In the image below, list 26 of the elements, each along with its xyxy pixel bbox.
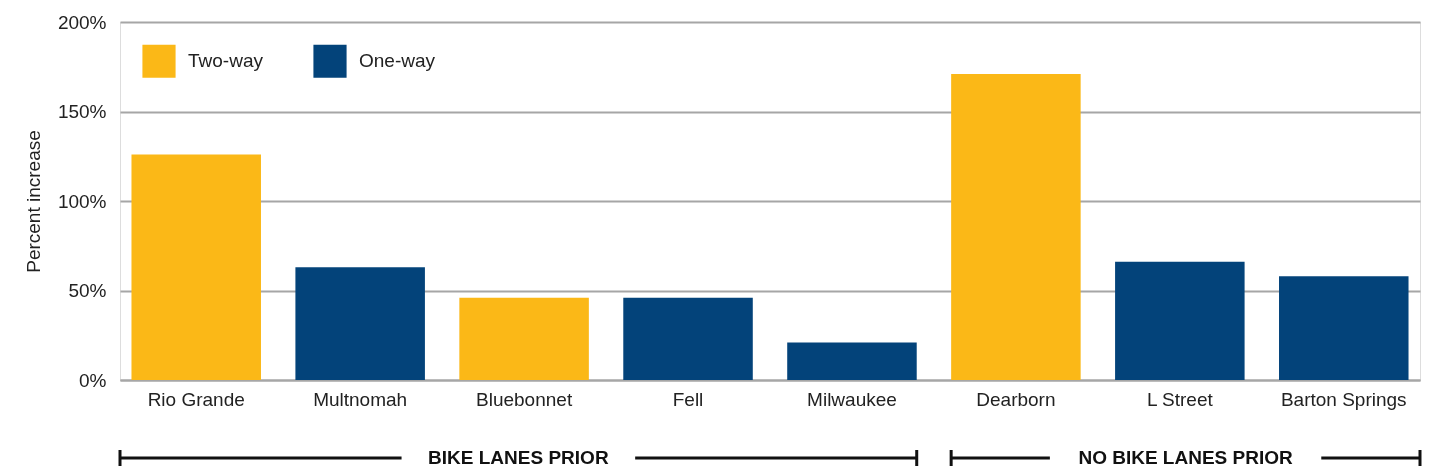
bar xyxy=(459,297,589,380)
x-tick-label: Barton Springs xyxy=(1280,388,1407,410)
x-tick-label: Multnomah xyxy=(313,388,408,410)
y-tick-label: 0% xyxy=(79,369,107,391)
text: NO BIKE LANES PRIOR xyxy=(1078,447,1293,468)
text: BIKE LANES PRIOR xyxy=(428,447,609,468)
y-axis-title: Percent increase xyxy=(22,130,44,273)
bar xyxy=(623,297,753,380)
bar xyxy=(131,154,261,380)
legend-label: Two-way xyxy=(188,50,264,72)
x-tick-label: Dearborn xyxy=(976,388,1056,410)
bar xyxy=(295,267,425,380)
y-tick-label: 50% xyxy=(68,280,107,301)
y-tick-label: 100% xyxy=(57,190,107,212)
x-tick-label: Fell xyxy=(672,388,704,410)
bar xyxy=(787,342,917,380)
x-tick-label: Bluebonnet xyxy=(476,388,573,410)
x-tick-label: L Street xyxy=(1146,388,1214,410)
x-tick-label: Milwaukee xyxy=(807,388,897,410)
y-tick-label: 200% xyxy=(57,11,107,33)
y-tick-label: 150% xyxy=(57,101,107,122)
legend-label: One-way xyxy=(359,50,436,72)
bar xyxy=(951,73,1081,380)
x-tick-label: Rio Grande xyxy=(147,388,245,410)
bar xyxy=(1115,261,1245,380)
bar xyxy=(1279,276,1409,380)
